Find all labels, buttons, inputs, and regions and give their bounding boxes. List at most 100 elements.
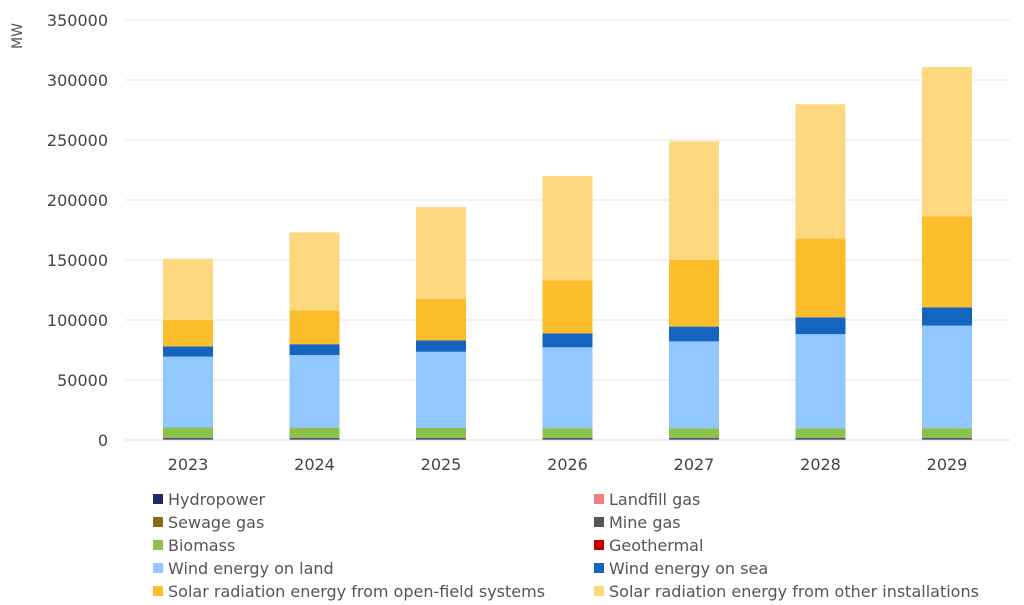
bar-segment xyxy=(542,428,593,438)
legend-label: Biomass xyxy=(168,536,235,555)
bar-segment xyxy=(795,438,846,440)
bar-segment xyxy=(542,333,593,348)
bar-segment xyxy=(669,428,719,438)
x-tick-label: 2027 xyxy=(674,455,715,474)
bar-segment xyxy=(795,238,846,318)
bar-segment xyxy=(542,280,593,334)
bar-segment xyxy=(669,141,719,260)
bar-segment xyxy=(289,344,340,356)
bar-segment xyxy=(163,258,213,320)
bar-segment xyxy=(289,310,340,345)
legend-item: Wind energy on sea xyxy=(594,559,768,578)
y-tick-label: 150000 xyxy=(47,251,108,270)
bar-segment xyxy=(163,320,213,347)
bar-segment xyxy=(416,438,466,440)
bar-segment xyxy=(416,351,466,428)
legend-swatch xyxy=(153,586,163,596)
bar-segment xyxy=(922,325,972,429)
legend-item: Landfill gas xyxy=(594,490,700,509)
bar-segment xyxy=(922,216,972,308)
legend-item: Mine gas xyxy=(594,513,681,532)
legend-item: Solar radiation energy from open-field s… xyxy=(153,582,545,601)
bar-segment xyxy=(922,428,972,438)
legend-swatch xyxy=(594,517,604,527)
bar-stack-2027 xyxy=(669,141,719,440)
y-tick-label: 50000 xyxy=(57,371,108,390)
legend-item: Hydropower xyxy=(153,490,266,509)
legend-label: Solar radiation energy from other instal… xyxy=(609,582,979,601)
legend-label: Wind energy on land xyxy=(168,559,334,578)
legend-item: Biomass xyxy=(153,536,235,555)
x-axis-ticks: 2023 2024 2025 2026 2027 2028 2029 xyxy=(168,455,968,474)
bar-segment xyxy=(795,317,846,335)
legend-label: Sewage gas xyxy=(168,513,264,532)
bar-segment xyxy=(542,438,593,440)
legend-label: Hydropower xyxy=(168,490,266,509)
bar-segment xyxy=(163,427,213,438)
x-tick-label: 2023 xyxy=(168,455,209,474)
bar-segment xyxy=(922,307,972,326)
x-tick-label: 2024 xyxy=(294,455,335,474)
bar-segment xyxy=(416,428,466,438)
x-tick-label: 2026 xyxy=(547,455,588,474)
bar-segment xyxy=(922,438,972,440)
bar-segment xyxy=(289,438,340,440)
y-axis-ticks: 0 50000 100000 150000 200000 250000 300000 3500… xyxy=(47,11,108,450)
legend-label: Geothermal xyxy=(609,536,703,555)
bar-segment xyxy=(669,326,719,342)
legend-item: Solar radiation energy from other instal… xyxy=(594,582,979,601)
legend-label: Mine gas xyxy=(609,513,681,532)
bar-segment xyxy=(669,341,719,429)
bar-segment xyxy=(542,347,593,429)
legend-swatch xyxy=(594,563,604,573)
bars xyxy=(163,66,972,440)
x-tick-label: 2029 xyxy=(927,455,968,474)
x-tick-label: 2028 xyxy=(800,455,841,474)
y-tick-label: 300000 xyxy=(47,71,108,90)
legend-swatch xyxy=(594,494,604,504)
bar-segment xyxy=(416,299,466,341)
x-tick-label: 2025 xyxy=(421,455,462,474)
y-unit-label: MW xyxy=(10,23,26,49)
bar-stack-2026 xyxy=(542,176,593,440)
bar-segment xyxy=(416,340,466,352)
legend-label: Solar radiation energy from open-field s… xyxy=(168,582,545,601)
bar-segment xyxy=(795,334,846,429)
legend-swatch xyxy=(594,586,604,596)
bar-segment xyxy=(163,438,213,440)
legend-swatch xyxy=(153,540,163,550)
bar-segment xyxy=(289,232,340,311)
legend-label: Landfill gas xyxy=(609,490,700,509)
bar-segment xyxy=(289,355,340,428)
legend-swatch xyxy=(594,540,604,550)
bar-stack-2025 xyxy=(416,207,466,440)
bar-stack-2023 xyxy=(163,258,213,440)
bar-segment xyxy=(416,207,466,299)
legend-item: Wind energy on land xyxy=(153,559,334,578)
legend-swatch xyxy=(153,517,163,527)
y-tick-label: 350000 xyxy=(47,11,108,30)
bar-segment xyxy=(795,104,846,239)
bar-segment xyxy=(669,260,719,327)
bar-stack-2028 xyxy=(795,104,846,440)
legend-label: Wind energy on sea xyxy=(609,559,768,578)
bar-segment xyxy=(542,176,593,281)
bar-segment xyxy=(795,428,846,438)
bar-stack-2029 xyxy=(922,66,972,440)
legend: Hydropower Landfill gas Sewage gas Mine gas… xyxy=(153,490,979,601)
bar-segment xyxy=(669,438,719,440)
legend-item: Geothermal xyxy=(594,536,703,555)
y-tick-label: 250000 xyxy=(47,131,108,150)
bar-segment xyxy=(922,66,972,217)
bar-segment xyxy=(163,346,213,357)
y-tick-label: 200000 xyxy=(47,191,108,210)
bar-segment xyxy=(163,356,213,428)
y-tick-label: 0 xyxy=(98,431,108,450)
legend-swatch xyxy=(153,563,163,573)
legend-swatch xyxy=(153,494,163,504)
y-tick-label: 100000 xyxy=(47,311,108,330)
bar-segment xyxy=(289,427,340,438)
legend-item: Sewage gas xyxy=(153,513,264,532)
bar-stack-2024 xyxy=(289,232,340,440)
